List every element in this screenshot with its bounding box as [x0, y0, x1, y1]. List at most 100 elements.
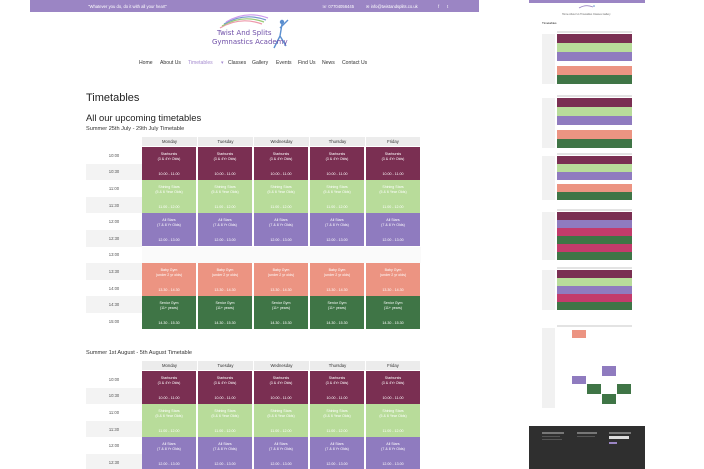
time-cell: 12:30 — [86, 454, 142, 469]
session-name: Shining Stars — [382, 185, 404, 190]
session-name: Shining Stars — [270, 185, 292, 190]
nav-contact-us[interactable]: Contact Us — [342, 60, 368, 66]
session-all-stars[interactable]: All Stars (7 & 8 Yr Olds) 12.00 - 13.00 — [310, 437, 365, 469]
session-shining-stars[interactable]: Shining Stars (5 & 6 Year Olds) 11.00 - 12… — [142, 404, 197, 438]
nav-events[interactable]: Events — [276, 60, 292, 66]
session-shining-stars[interactable]: Shining Stars (5 & 6 Year Olds) 11.00 - 12… — [198, 180, 253, 214]
session-time: 12.00 - 13.00 — [214, 462, 236, 467]
nav-classes[interactable]: Classes — [228, 60, 247, 66]
phone-number[interactable]: 07704056445 — [328, 3, 355, 9]
session-senior-gym[interactable]: Senior Gym (11+ years) 14.30 - 15.30 — [310, 296, 365, 330]
page: "Whatever you do, do it with all your he… — [30, 0, 479, 469]
session-name: Baby Gym — [384, 268, 402, 273]
site-logo[interactable]: Twist And Splits Gymnastics Academy — [210, 14, 296, 54]
session-baby-gym[interactable]: Baby Gym (under 2 yr olds) 13.30 - 14.30 — [198, 263, 253, 297]
email-address[interactable]: info@twistandsplits.co.uk — [370, 3, 418, 9]
section-title: All our upcoming timetables — [86, 112, 202, 123]
nav-timetables[interactable]: Timetables — [188, 60, 213, 66]
session-age: (under 2 yr olds) — [211, 272, 239, 277]
session-all-stars[interactable]: All Stars (7 & 8 Yr Olds) 12.00 - 13.00 — [254, 213, 309, 247]
session-time: 11.00 - 12.00 — [214, 205, 236, 210]
session-all-stars[interactable]: All Stars (7 & 8 Yr Olds) 12.00 - 13.00 — [142, 213, 197, 247]
session-starbursts[interactable]: Starbursts (3 & 4Yr Olds) 10.00 - 11.00 — [310, 147, 365, 180]
session-time: 11.00 - 12.00 — [382, 429, 404, 434]
session-name: Baby Gym — [272, 268, 290, 273]
session-baby-gym[interactable]: Baby Gym (under 2 yr olds) 13.30 - 14.30 — [366, 263, 421, 297]
session-senior-gym[interactable]: Senior Gym (11+ years) 14.30 - 15.30 — [366, 296, 421, 330]
time-cell: 11:30 — [86, 196, 142, 214]
twitter-icon[interactable]: t — [447, 3, 449, 9]
empty-slot — [142, 246, 421, 264]
session-starbursts[interactable]: Starbursts (3 & 4Yr Olds) 10.00 - 11.00 — [198, 371, 253, 404]
session-name: Baby Gym — [160, 268, 178, 273]
facebook-icon[interactable]: f — [438, 3, 440, 9]
session-age: (7 & 8 Yr Olds) — [213, 223, 237, 228]
session-all-stars[interactable]: All Stars (7 & 8 Yr Olds) 12.00 - 13.00 — [142, 437, 197, 469]
session-baby-gym[interactable]: Baby Gym (under 2 yr olds) 13.30 - 14.30 — [142, 263, 197, 297]
session-all-stars[interactable]: All Stars (7 & 8 Yr Olds) 12.00 - 13.00 — [366, 213, 421, 247]
session-name: Shining Stars — [214, 409, 236, 414]
session-shining-stars[interactable]: Shining Stars (5 & 6 Year Olds) 11.00 - 12… — [254, 404, 309, 438]
session-senior-gym[interactable]: Senior Gym (11+ years) 14.30 - 15.30 — [254, 296, 309, 330]
session-baby-gym[interactable]: Baby Gym (under 2 yr olds) 13.30 - 14.30 — [310, 263, 365, 297]
session-all-stars[interactable]: All Stars (7 & 8 Yr Olds) 12.00 - 13.00 — [198, 437, 253, 469]
session-all-stars[interactable]: All Stars (7 & 8 Yr Olds) 12.00 - 13.00 — [254, 437, 309, 469]
email-link[interactable]: ✉ info@twistandsplits.co.uk — [366, 3, 418, 9]
nav-news[interactable]: News — [322, 60, 335, 66]
session-starbursts[interactable]: Starbursts (3 & 4Yr Olds) 10.00 - 11.00 — [198, 147, 253, 180]
session-shining-stars[interactable]: Shining Stars (5 & 6 Year Olds) 11.00 - 12… — [366, 404, 421, 438]
day-header: Thursday — [310, 361, 366, 370]
session-time: 12.00 - 13.00 — [326, 462, 348, 467]
session-starbursts[interactable]: Starbursts (3 & 4Yr Olds) 10.00 - 11.00 — [310, 371, 365, 404]
nav-home[interactable]: Home — [139, 60, 153, 66]
day-header: Monday — [142, 361, 198, 370]
session-shining-stars[interactable]: Shining Stars (5 & 6 Year Olds) 11.00 - 12… — [198, 404, 253, 438]
session-shining-stars[interactable]: Shining Stars (5 & 6 Year Olds) 11.00 - 12… — [310, 404, 365, 438]
session-all-stars[interactable]: All Stars (7 & 8 Yr Olds) 12.00 - 13.00 — [310, 213, 365, 247]
session-shining-stars[interactable]: Shining Stars (5 & 6 Year Olds) 11.00 - 12… — [310, 180, 365, 214]
session-age: (5 & 6 Year Olds) — [323, 189, 351, 194]
session-starbursts[interactable]: Starbursts (3 & 4Yr Olds) 10.00 - 11.00 — [366, 371, 421, 404]
phone-link[interactable]: ☏ 07704056445 — [322, 3, 355, 9]
session-age: (7 & 8 Yr Olds) — [381, 447, 405, 452]
session-starbursts[interactable]: Starbursts (3 & 4Yr Olds) 10.00 - 11.00 — [142, 147, 197, 180]
thumb-title: Timetables — [542, 21, 557, 25]
session-senior-gym[interactable]: Senior Gym (11+ years) 14.30 - 15.30 — [198, 296, 253, 330]
session-name: Starbursts — [160, 152, 178, 156]
session-name: Baby Gym — [216, 268, 234, 273]
day-header: Monday — [142, 137, 198, 146]
day-header: Friday — [366, 137, 421, 146]
session-name: Starbursts — [272, 152, 290, 156]
session-age: (7 & 8 Yr Olds) — [325, 223, 349, 228]
session-baby-gym[interactable]: Baby Gym (under 2 yr olds) 13.30 - 14.30 — [254, 263, 309, 297]
session-name: Starbursts — [384, 152, 402, 156]
time-cell: 14:30 — [86, 296, 142, 313]
session-name: All Stars — [386, 218, 400, 223]
session-starbursts[interactable]: Starbursts (3 & 4Yr Olds) 10.00 - 11.00 — [254, 147, 309, 180]
session-name: Senior Gym — [327, 301, 347, 306]
session-time: 10.00 - 11.00 — [270, 172, 292, 176]
session-all-stars[interactable]: All Stars (7 & 8 Yr Olds) 12.00 - 13.00 — [198, 213, 253, 247]
nav-find-us[interactable]: Find Us — [298, 60, 316, 66]
session-age: (7 & 8 Yr Olds) — [157, 223, 181, 228]
session-starbursts[interactable]: Starbursts (3 & 4Yr Olds) 10.00 - 11.00 — [366, 147, 421, 180]
nav-about-us[interactable]: About Us — [160, 60, 181, 66]
session-time: 14.30 - 15.30 — [158, 321, 180, 326]
session-starbursts[interactable]: Starbursts (3 & 4Yr Olds) 10.00 - 11.00 — [254, 371, 309, 404]
session-shining-stars[interactable]: Shining Stars (5 & 6 Year Olds) 11.00 - 12… — [254, 180, 309, 214]
session-time: 14.30 - 15.30 — [326, 321, 348, 326]
session-shining-stars[interactable]: Shining Stars (5 & 6 Year Olds) 11.00 - 12… — [142, 180, 197, 214]
session-name: Shining Stars — [158, 409, 180, 414]
session-age: (3 & 4Yr Olds) — [269, 380, 293, 385]
session-all-stars[interactable]: All Stars (7 & 8 Yr Olds) 12.00 - 13.00 — [366, 437, 421, 469]
session-time: 11.00 - 12.00 — [214, 429, 236, 434]
session-age: (under 2 yr olds) — [267, 272, 295, 277]
nav-gallery[interactable]: Gallery — [252, 60, 269, 66]
session-shining-stars[interactable]: Shining Stars (5 & 6 Year Olds) 11.00 - 12… — [366, 180, 421, 214]
session-senior-gym[interactable]: Senior Gym (11+ years) 14.30 - 15.30 — [142, 296, 197, 330]
session-starbursts[interactable]: Starbursts (3 & 4Yr Olds) 10.00 - 11.00 — [142, 371, 197, 404]
session-time: 12.00 - 13.00 — [326, 238, 348, 243]
session-name: All Stars — [274, 442, 288, 447]
thumb-topbar — [529, 0, 645, 3]
day-header: Friday — [366, 361, 421, 370]
